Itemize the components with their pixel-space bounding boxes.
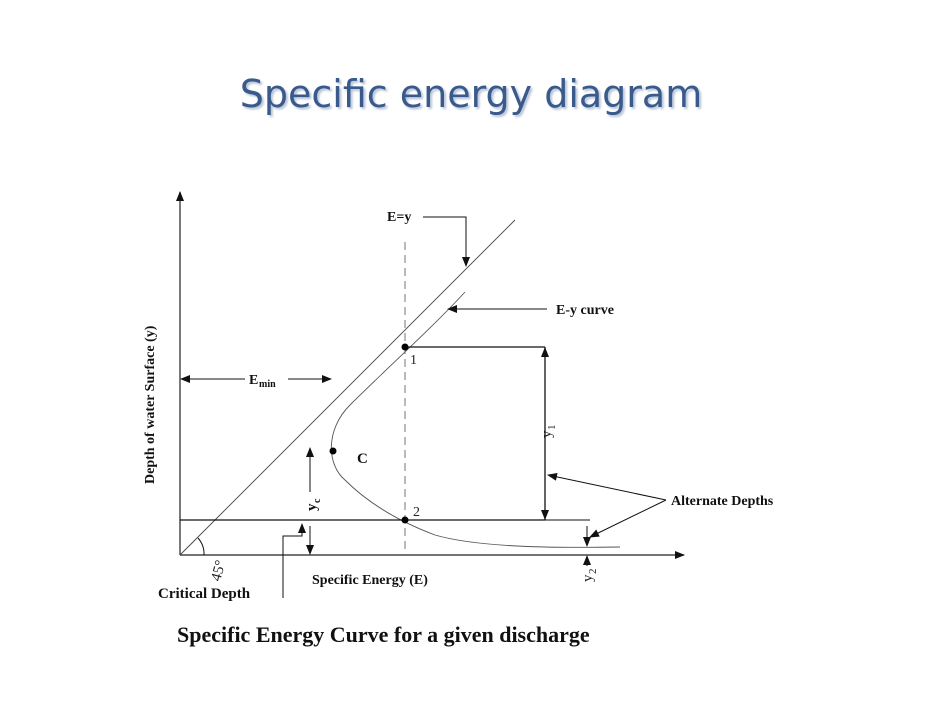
critical-depth-leader bbox=[282, 523, 306, 598]
y2-subscript: 2 bbox=[587, 569, 599, 575]
alternate-depth-leader-1 bbox=[547, 472, 667, 501]
point-1-label: 1 bbox=[410, 353, 417, 368]
point-2-dot bbox=[401, 516, 409, 524]
page-title: Specific energy diagram bbox=[239, 72, 703, 116]
point-c-dot bbox=[329, 447, 337, 455]
y2-label: y bbox=[580, 574, 596, 582]
e-equals-y-leader bbox=[423, 216, 470, 267]
emin-label: E bbox=[249, 373, 258, 388]
angle-label: 45° bbox=[208, 559, 229, 583]
y1-subscript: 1 bbox=[546, 425, 558, 431]
emin-subscript: min bbox=[259, 379, 276, 390]
x-axis-label: Specific Energy (E) bbox=[312, 573, 428, 588]
point-1-dot bbox=[401, 343, 409, 351]
diagram-caption: Specific Energy Curve for a given discha… bbox=[177, 622, 590, 647]
alternate-depth-leader-2 bbox=[589, 499, 667, 538]
critical-depth-label: Critical Depth bbox=[158, 586, 251, 602]
y-axis-label: Depth of water Surface (y) bbox=[143, 325, 158, 484]
angle-arc bbox=[197, 537, 205, 556]
y1-label: y bbox=[539, 430, 555, 438]
e-equals-y-line bbox=[179, 219, 516, 556]
yc-label: y bbox=[304, 503, 320, 511]
e-y-curve bbox=[330, 291, 621, 548]
alternate-depths-label: Alternate Depths bbox=[671, 494, 774, 509]
yc-subscript: c bbox=[312, 498, 323, 503]
e-y-curve-label: E-y curve bbox=[556, 303, 614, 318]
point-c-label: C bbox=[357, 451, 368, 467]
point-2-label: 2 bbox=[413, 505, 420, 520]
e-equals-y-label: E=y bbox=[387, 210, 411, 225]
